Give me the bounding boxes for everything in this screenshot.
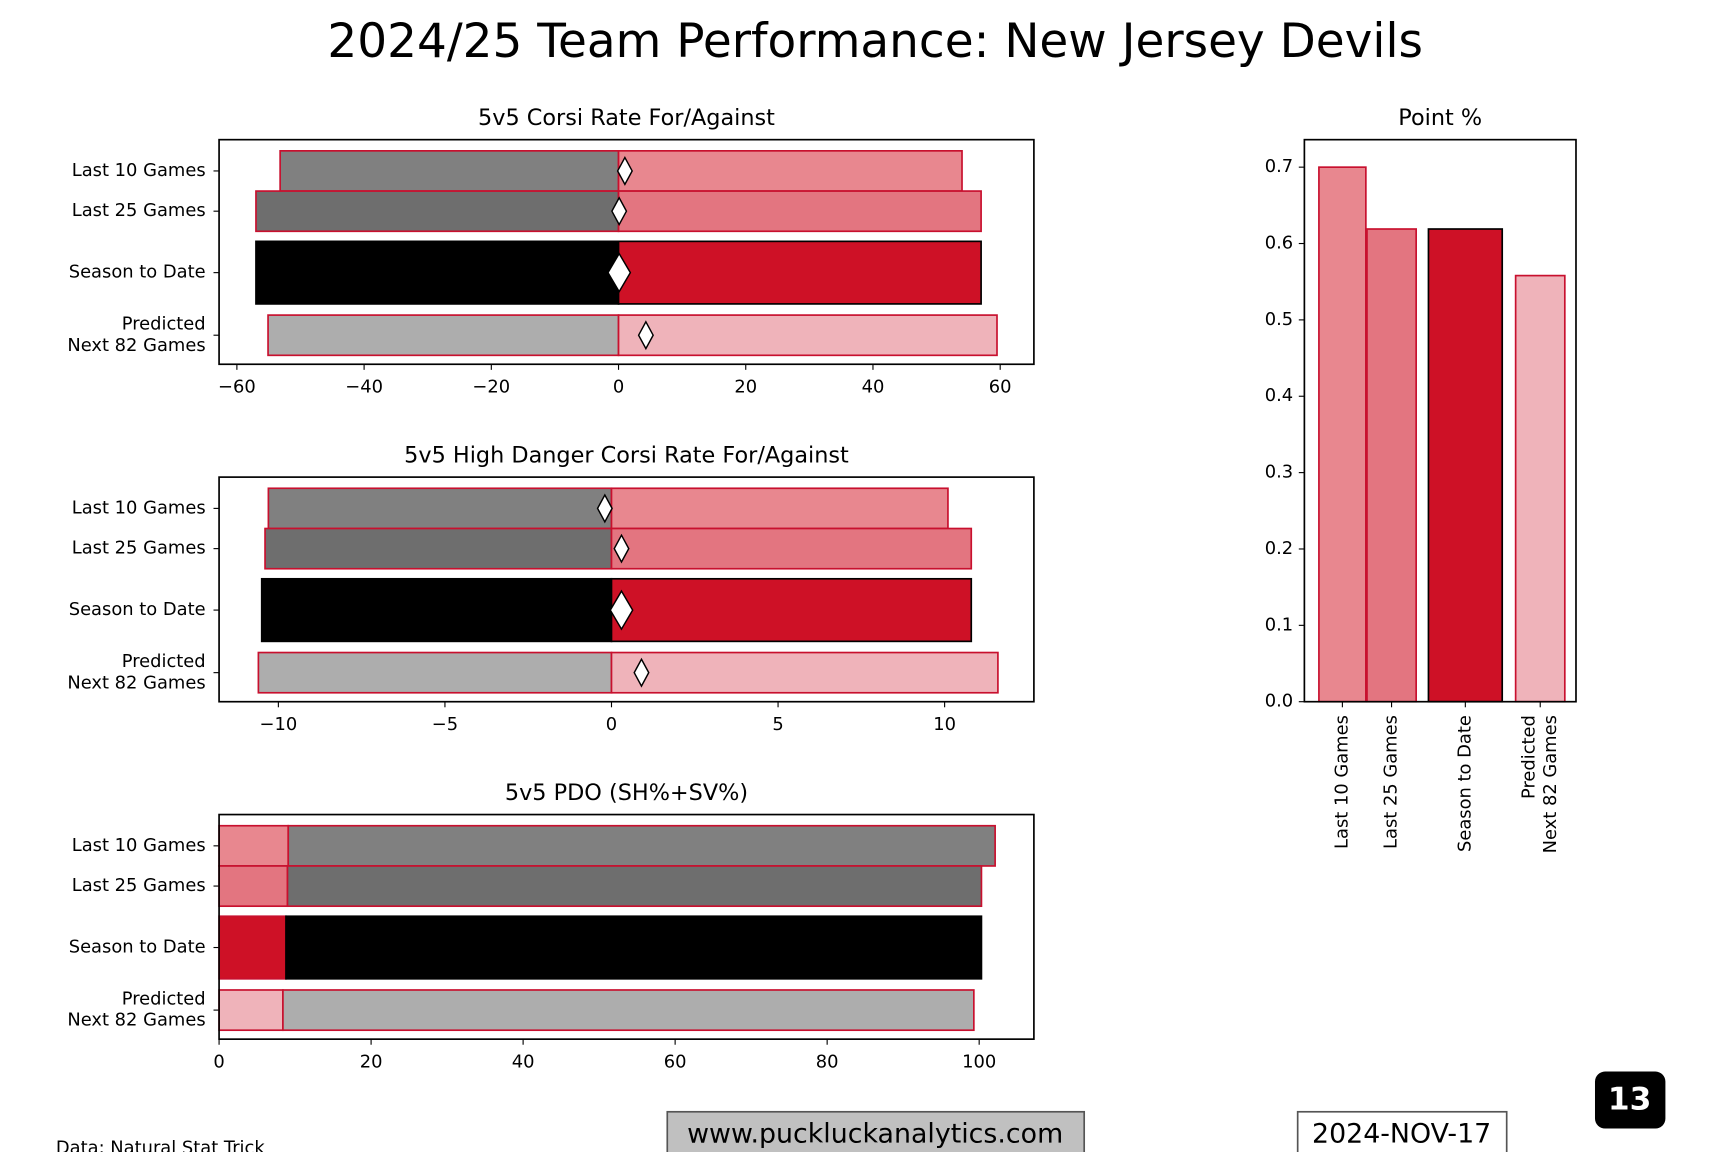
bar xyxy=(257,651,613,694)
bar xyxy=(279,150,620,192)
bar xyxy=(218,915,287,980)
y-tick-label: Last 25 Games xyxy=(72,200,206,221)
bar xyxy=(260,577,613,643)
x-tick-label: −40 xyxy=(345,377,383,398)
diff-marker xyxy=(613,533,630,564)
bar xyxy=(617,190,982,233)
chart-title: 5v5 PDO (SH%+SV%) xyxy=(505,780,748,806)
x-tick-label: 80 xyxy=(816,1052,839,1073)
bar xyxy=(282,989,975,1032)
bar xyxy=(286,865,983,908)
diff-marker xyxy=(637,320,654,351)
y-tick-label: Last 10 Games xyxy=(72,835,206,856)
bar xyxy=(1318,166,1367,703)
website-box xyxy=(666,1110,1086,1152)
y-tick-label: 0.7 xyxy=(1265,156,1293,177)
website: www.puckluckanalytics.com xyxy=(687,1119,1063,1150)
chart-title: Point % xyxy=(1398,105,1482,131)
y-tick-label: Season to Date xyxy=(69,937,206,958)
bar xyxy=(610,527,973,570)
bar xyxy=(267,487,613,530)
x-tick-label: 0 xyxy=(213,1052,224,1073)
chart-title: 5v5 Corsi Rate For/Against xyxy=(478,105,775,131)
plot-frame xyxy=(218,476,1035,703)
bar xyxy=(617,240,982,305)
bar xyxy=(617,314,998,357)
y-tick-label: Last 10 Games xyxy=(72,497,206,518)
x-tick-label: −10 xyxy=(259,714,297,735)
diff-marker xyxy=(611,196,628,227)
x-tick-label: 40 xyxy=(512,1052,535,1073)
bar xyxy=(255,190,620,233)
x-tick-label: 0 xyxy=(613,377,624,398)
y-tick-label: 0.5 xyxy=(1265,309,1293,330)
y-tick-label: 0.6 xyxy=(1265,233,1293,254)
date: 2024-NOV-17 xyxy=(1312,1119,1491,1150)
y-tick-label: 0.3 xyxy=(1265,462,1293,483)
date-box xyxy=(1296,1110,1508,1152)
bar xyxy=(1427,228,1504,703)
y-tick-label: 0.1 xyxy=(1265,614,1293,635)
x-tick-label: 0 xyxy=(606,714,617,735)
diff-marker xyxy=(609,589,634,631)
bar xyxy=(218,865,289,908)
bar xyxy=(287,824,996,867)
x-tick-label: −60 xyxy=(218,377,256,398)
bar xyxy=(1514,274,1566,703)
x-tick-label: Last 10 Games xyxy=(1331,715,1352,849)
x-tick-label: −5 xyxy=(432,714,458,735)
x-tick-label: 20 xyxy=(734,377,757,398)
y-tick-label: Last 25 Games xyxy=(72,538,206,559)
bar xyxy=(610,577,973,643)
bar xyxy=(617,150,963,192)
y-tick-label: Last 25 Games xyxy=(72,875,206,896)
page-title: 2024/25 Team Performance: New Jersey Dev… xyxy=(327,14,1423,69)
y-tick-label: Predicted Next 82 Games xyxy=(67,651,205,693)
x-tick-label: Last 25 Games xyxy=(1381,715,1402,849)
bar xyxy=(610,651,999,694)
bar xyxy=(610,487,949,530)
bar xyxy=(218,824,290,867)
source-note: Data: Natural Stat Trick xyxy=(56,1138,265,1152)
plot-frame xyxy=(218,813,1035,1040)
bar xyxy=(264,527,613,570)
x-tick-label: 5 xyxy=(772,714,783,735)
bar xyxy=(218,989,284,1032)
y-tick-label: Season to Date xyxy=(69,262,206,283)
x-tick-label: 20 xyxy=(360,1052,383,1073)
y-tick-label: 0.0 xyxy=(1265,691,1293,712)
y-tick-label: 0.2 xyxy=(1265,538,1293,559)
x-tick-label: 60 xyxy=(664,1052,687,1073)
bar xyxy=(255,240,620,305)
y-tick-label: 0.4 xyxy=(1265,385,1293,406)
x-tick-label: Season to Date xyxy=(1454,715,1475,852)
x-tick-label: 10 xyxy=(933,714,956,735)
y-tick-label: Predicted Next 82 Games xyxy=(67,314,205,356)
x-tick-label: −20 xyxy=(472,377,510,398)
y-tick-label: Predicted Next 82 Games xyxy=(67,988,205,1030)
diff-marker xyxy=(596,493,613,524)
diff-marker xyxy=(607,252,632,294)
y-tick-label: Season to Date xyxy=(69,599,206,620)
x-tick-label: PredictedNext 82 Games xyxy=(1519,715,1561,853)
bar xyxy=(285,915,983,980)
chart-title: 5v5 High Danger Corsi Rate For/Against xyxy=(404,442,849,468)
diff-marker xyxy=(616,156,633,186)
plot-frame xyxy=(218,138,1035,366)
plot-frame xyxy=(1303,138,1577,703)
x-tick-label: 40 xyxy=(862,377,885,398)
x-tick-label: 100 xyxy=(962,1052,996,1073)
bar xyxy=(1366,228,1417,703)
x-tick-label: 60 xyxy=(989,377,1012,398)
page-badge xyxy=(1594,1071,1666,1129)
bar xyxy=(267,314,620,357)
y-tick-label: Last 10 Games xyxy=(72,160,206,181)
page-number: 13 xyxy=(1608,1082,1652,1118)
diff-marker xyxy=(633,657,650,688)
